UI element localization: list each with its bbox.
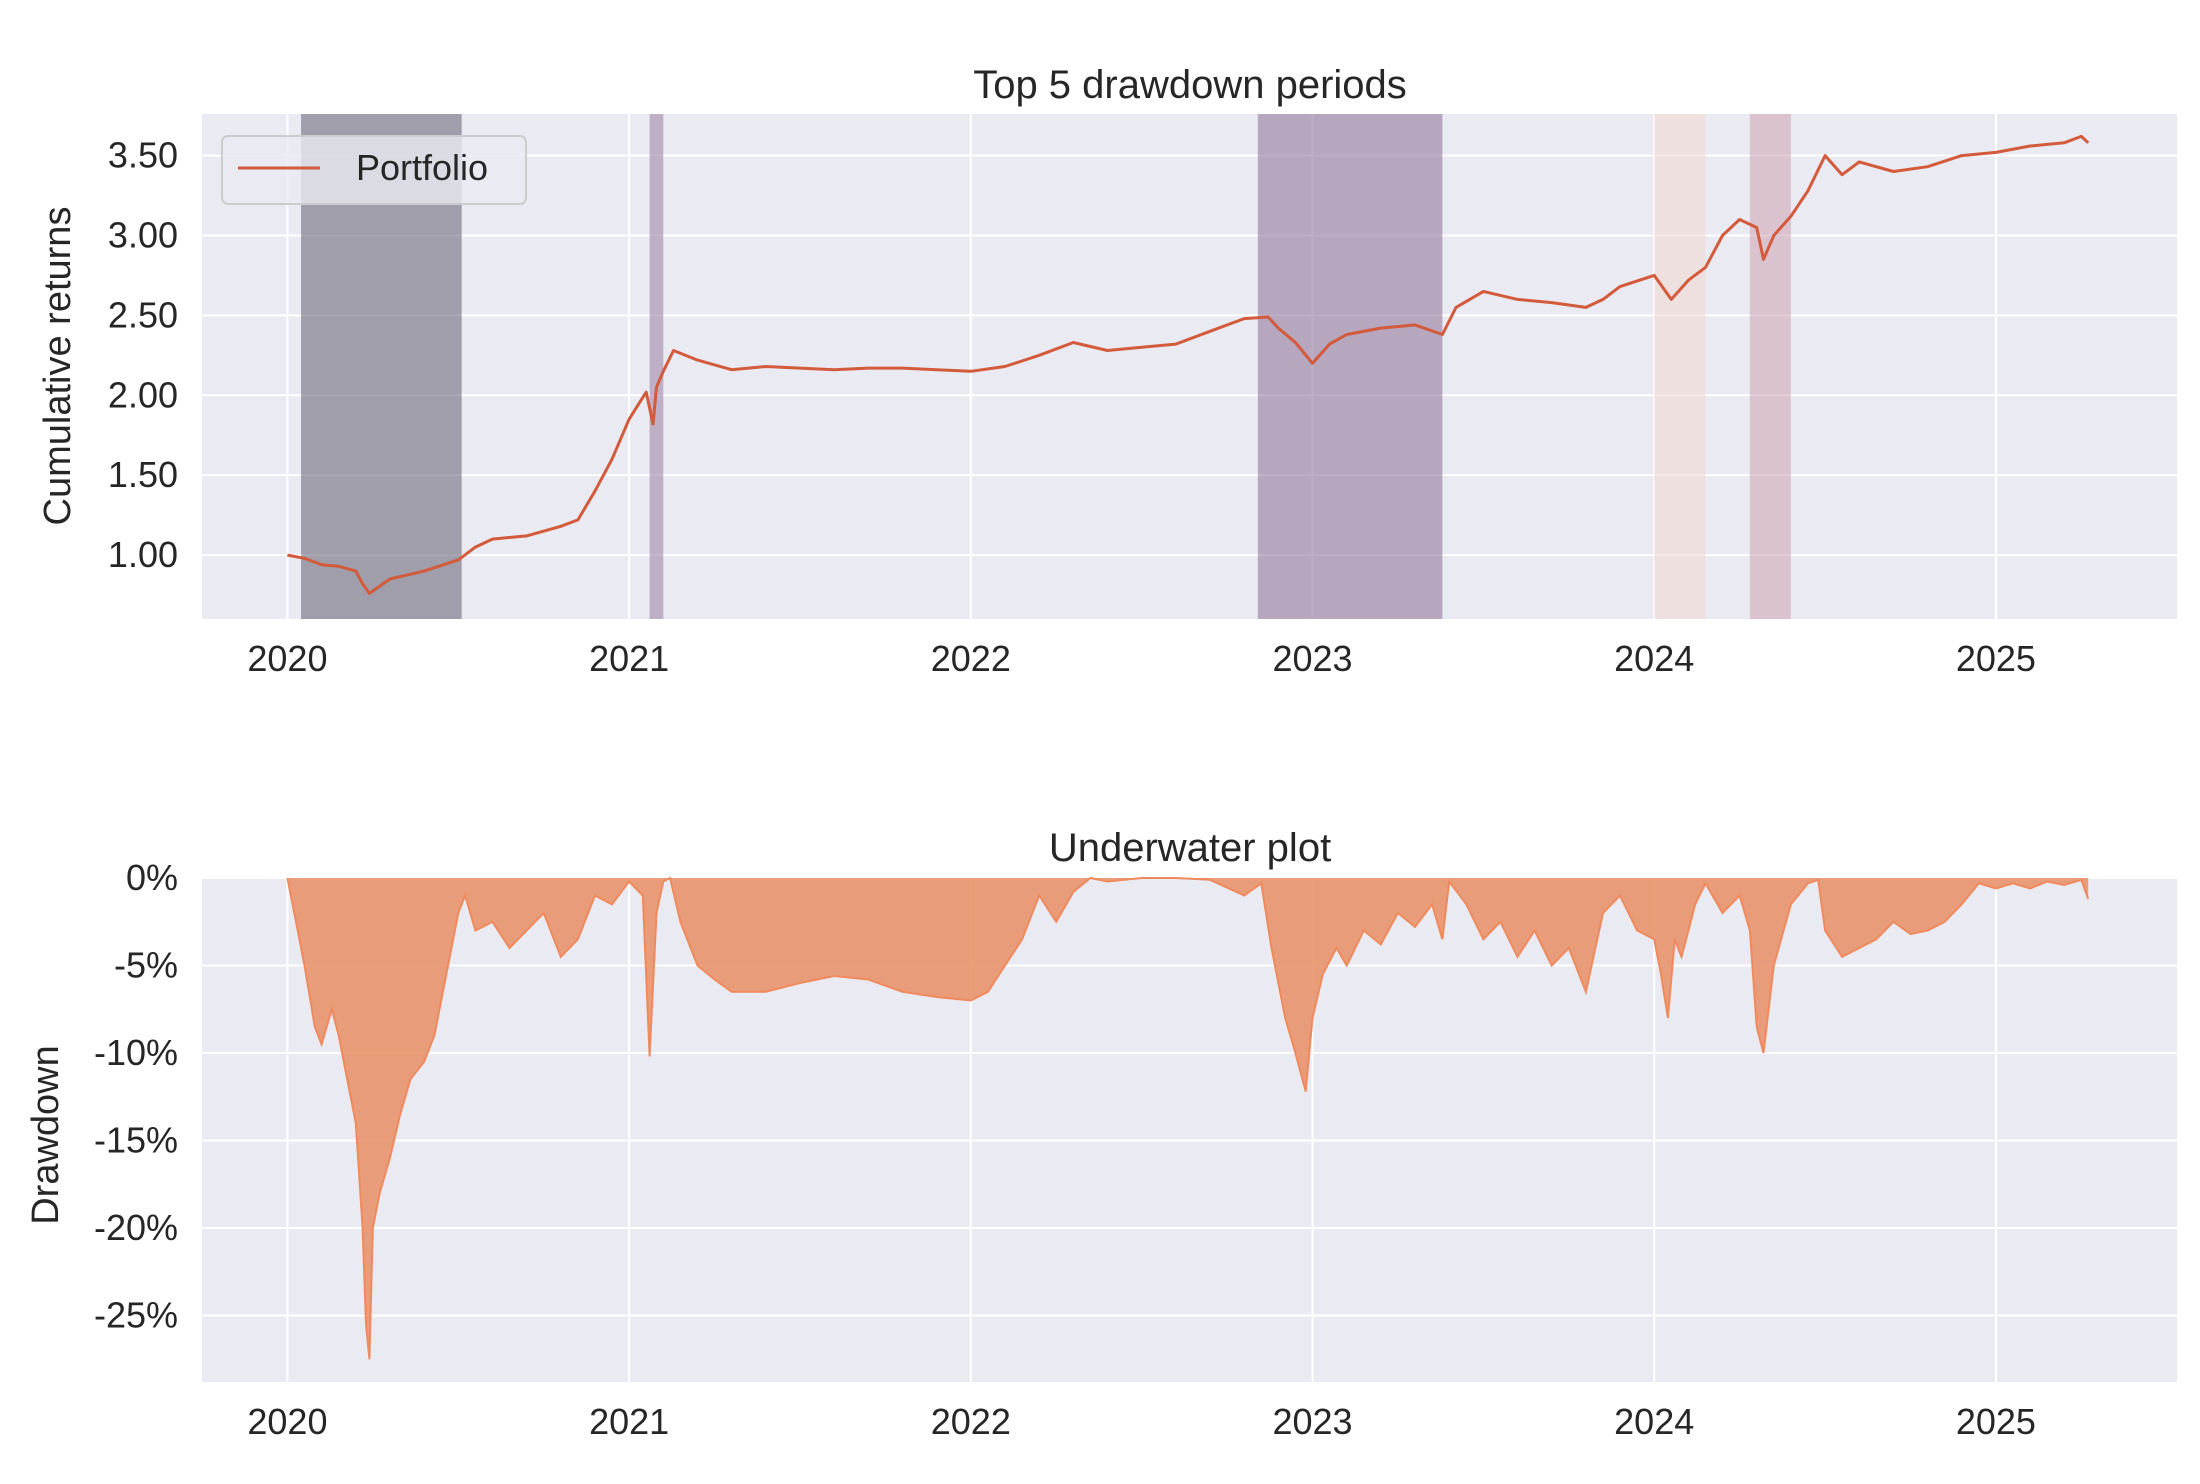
y-axis-label: Drawdown xyxy=(25,1045,67,1225)
x-tick-label: 2024 xyxy=(1614,1401,1694,1442)
x-tick-labels: 2020 2021 2022 2023 2024 2025 xyxy=(247,1401,2036,1442)
cumulative-returns-chart: 1.001.502.002.503.003.50 2020 2021 2022 202… xyxy=(37,63,2177,679)
drawdown-period-band xyxy=(1257,114,1443,619)
y-tick-labels: 0% -5% -10% -15% -20% -25% xyxy=(94,857,178,1336)
y-axis-label: Cumulative returns xyxy=(37,207,79,526)
x-tick-label: 2022 xyxy=(931,1401,1011,1442)
drawdown-period-band xyxy=(1749,114,1791,619)
y-tick-label: -20% xyxy=(94,1207,178,1248)
underwater-chart: 0%-5%-10%-15%-20%-25% 2020 2021 2022 2023 20… xyxy=(25,826,2177,1442)
x-tick-label: 2020 xyxy=(247,638,327,679)
y-tick-label: 2.50 xyxy=(108,294,178,335)
x-tick-label: 2021 xyxy=(589,638,669,679)
legend: Portfolio xyxy=(221,135,527,205)
y-tick-label: 1.50 xyxy=(108,454,178,495)
x-tick-label: 2025 xyxy=(1956,638,2036,679)
drawdown-period-band xyxy=(1654,114,1706,619)
x-tick-label: 2023 xyxy=(1272,1401,1352,1442)
chart-title: Underwater plot xyxy=(1049,826,1331,870)
legend-label-portfolio: Portfolio xyxy=(356,147,488,188)
x-tick-label: 2023 xyxy=(1272,638,1352,679)
y-tick-labels: 1.00 1.50 2.00 2.50 3.00 3.50 xyxy=(108,135,178,576)
series-drawdown-area xyxy=(286,876,2090,1360)
y-tick-label: 3.00 xyxy=(108,214,178,255)
y-tick-label: 0% xyxy=(126,857,178,898)
chart-title: Top 5 drawdown periods xyxy=(973,63,1407,107)
y-tick-label: 1.00 xyxy=(108,534,178,575)
portfolio-line xyxy=(287,134,2090,595)
x-tick-label: 2021 xyxy=(589,1401,669,1442)
x-tick-label: 2024 xyxy=(1614,638,1694,679)
drawdown-line xyxy=(286,876,2090,1360)
series-portfolio xyxy=(287,134,2090,595)
x-tick-label: 2022 xyxy=(931,638,1011,679)
y-tick-label: -10% xyxy=(94,1032,178,1073)
x-tick-label: 2020 xyxy=(247,1401,327,1442)
y-tick-label: -5% xyxy=(114,945,178,986)
plot-background xyxy=(202,878,2177,1382)
x-tick-label: 2025 xyxy=(1956,1401,2036,1442)
drawdown-period-bands xyxy=(301,114,1791,619)
drawdown-period-band xyxy=(649,114,664,619)
y-tick-label: 2.00 xyxy=(108,374,178,415)
y-tick-label: -15% xyxy=(94,1120,178,1161)
x-tick-labels: 2020 2021 2022 2023 2024 2025 xyxy=(247,638,2036,679)
drawdown-area xyxy=(287,878,2089,1360)
grid xyxy=(202,114,2177,619)
y-tick-label: -25% xyxy=(94,1295,178,1336)
y-tick-label: 3.50 xyxy=(108,135,178,176)
legend-box xyxy=(221,135,527,205)
